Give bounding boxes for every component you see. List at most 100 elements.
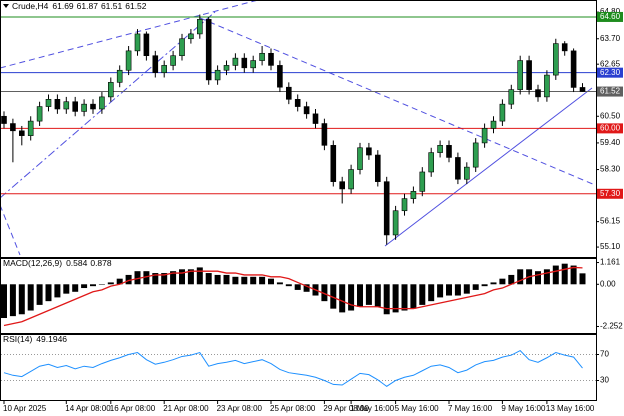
macd-bar xyxy=(446,284,452,296)
candle-body xyxy=(108,82,114,98)
level-label: 57.30 xyxy=(600,189,621,198)
macd-bar xyxy=(63,284,70,294)
signal-line xyxy=(3,266,583,327)
x-tick-label: 10 Apr 2025 xyxy=(3,404,47,413)
macd-bar xyxy=(472,284,479,290)
chart-header: Crude,H4 61.69 61.87 61.51 61.52 xyxy=(12,1,147,11)
candle-body xyxy=(10,123,16,132)
candle-body xyxy=(152,55,159,73)
candle-body xyxy=(579,87,586,92)
macd-bar xyxy=(27,284,34,311)
macd-bar xyxy=(152,273,159,285)
macd-value: 0.584 xyxy=(66,258,88,268)
level-label: 61.52 xyxy=(600,87,621,96)
x-tick-label: 13 May 16:00 xyxy=(546,404,595,413)
candle-body xyxy=(268,52,274,66)
main-pane-frame xyxy=(0,0,597,258)
rsi-title: RSI(14) xyxy=(3,334,32,344)
macd-bar xyxy=(81,284,88,289)
x-tick-label: 25 Apr 08:00 xyxy=(270,404,316,413)
macd-bar xyxy=(223,274,230,285)
rsi-line xyxy=(3,349,583,387)
macd-bar xyxy=(374,284,381,307)
candle-body xyxy=(179,38,185,57)
candle-body xyxy=(205,19,212,81)
macd-bar xyxy=(134,271,141,285)
candle-body xyxy=(45,99,52,107)
macd-bar xyxy=(18,284,25,315)
macd-bar xyxy=(187,269,194,285)
candle-body xyxy=(383,181,390,236)
x-tick-label: 14 Apr 08:00 xyxy=(65,404,111,413)
candle-body xyxy=(401,198,408,212)
macd-bar xyxy=(268,278,274,285)
candle-body xyxy=(294,99,301,107)
macd-bar xyxy=(214,274,221,285)
candle-body xyxy=(366,147,372,156)
candle-body xyxy=(143,33,150,57)
macd-bar xyxy=(437,284,444,298)
candle-body xyxy=(161,65,167,73)
macd-bar xyxy=(499,278,506,285)
macd-bar xyxy=(517,269,524,285)
y-tick-label: -2.252 xyxy=(600,322,623,331)
macd-bar xyxy=(579,273,586,285)
trendline xyxy=(199,17,596,186)
candle-body xyxy=(277,65,283,88)
macd-header: MACD(12,26,9) 0.584 0.878 xyxy=(3,258,112,268)
symbol-title: Crude,H4 xyxy=(12,1,49,11)
y-tick-label: 70 xyxy=(600,350,609,359)
candle-body xyxy=(428,152,435,173)
candle-body xyxy=(410,191,417,199)
macd-bar xyxy=(463,284,470,294)
candle-body xyxy=(517,60,524,90)
candle-body xyxy=(36,106,43,122)
candle-body xyxy=(535,89,541,98)
ohlc-close: 61.52 xyxy=(125,1,147,11)
macd-title: MACD(12,26,9) xyxy=(3,258,62,268)
collapse-icon xyxy=(3,4,9,8)
candle-body xyxy=(463,166,470,180)
macd-bar xyxy=(365,284,372,305)
candle-body xyxy=(481,128,488,144)
macd-bar xyxy=(348,284,355,311)
plot-area: 64.80 63.70 62.65 60.50 59.40 58.30 56.15 55.10… xyxy=(1,7,623,413)
macd-bar xyxy=(232,276,239,285)
candle-body xyxy=(250,60,256,69)
candle-body xyxy=(357,147,363,170)
candle-body xyxy=(552,43,559,76)
candle-body xyxy=(544,74,550,98)
candle-body xyxy=(232,57,239,66)
candle-body xyxy=(72,101,78,112)
candle-body xyxy=(1,115,7,124)
ohlc-open: 61.69 xyxy=(52,1,74,11)
candle-body xyxy=(134,33,141,52)
candle-body xyxy=(81,103,87,112)
ohlc-high: 61.87 xyxy=(77,1,99,11)
macd-bar xyxy=(303,284,310,292)
signal-value: 0.878 xyxy=(90,258,112,268)
y-tick-label: 58.30 xyxy=(600,165,621,174)
level-label: 64.60 xyxy=(600,12,621,21)
macd-bar xyxy=(259,276,266,285)
level-label: 62.30 xyxy=(600,68,621,77)
candle-body xyxy=(90,103,96,110)
candle-body xyxy=(490,120,497,129)
candle-body xyxy=(214,69,221,81)
candle-body xyxy=(259,52,265,61)
candle-body xyxy=(508,89,515,105)
candle-body xyxy=(223,65,230,71)
trendlines xyxy=(0,0,596,256)
macd-bar xyxy=(481,284,488,287)
candle-body xyxy=(499,103,506,122)
candle-body xyxy=(570,50,577,88)
macd-bar xyxy=(276,282,283,285)
candle-body xyxy=(18,130,25,136)
macd-bar xyxy=(410,284,417,309)
y-tick-label: 62.65 xyxy=(600,59,621,68)
level-label-bg xyxy=(597,188,623,199)
y-tick-label: 55.10 xyxy=(600,242,621,251)
level-label-bg xyxy=(597,123,623,134)
macd-bar xyxy=(401,284,408,311)
